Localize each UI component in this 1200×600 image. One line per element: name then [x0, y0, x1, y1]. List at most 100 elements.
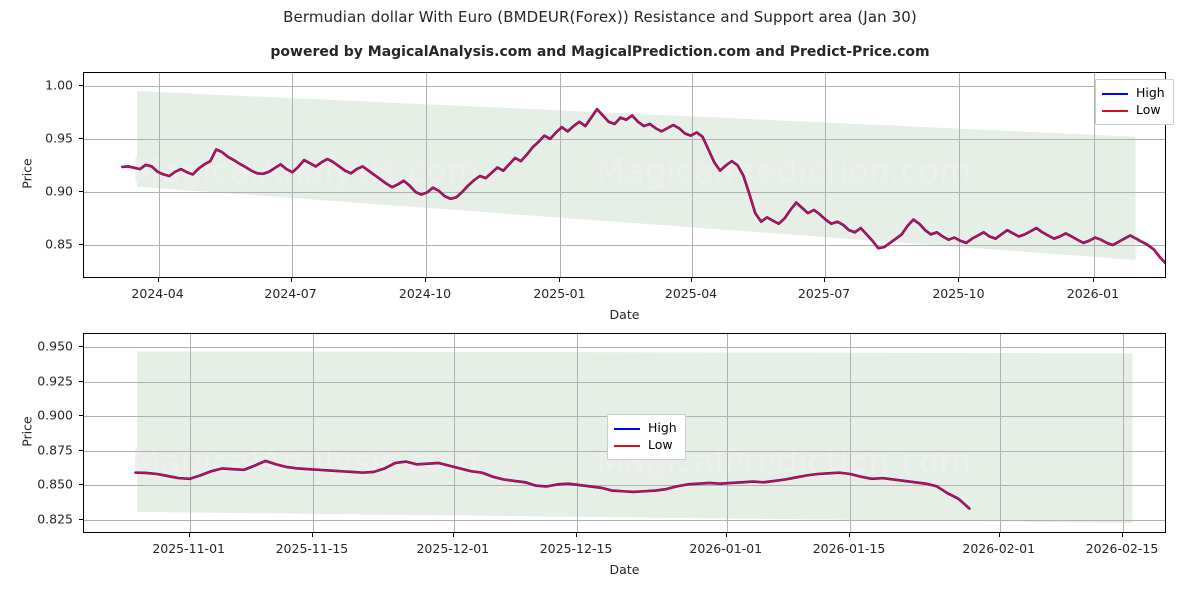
- y-tick-label: 0.850: [37, 476, 73, 492]
- x-tick-label: 2025-04: [664, 286, 718, 301]
- gridline-horizontal: [84, 86, 1165, 87]
- legend-swatch-high: [614, 427, 640, 430]
- x-tick-label: 2024-04: [131, 286, 184, 301]
- x-tick-mark: [311, 533, 313, 537]
- legend-label-high: High: [1136, 85, 1165, 101]
- x-tick-label: 2025-10: [932, 286, 985, 301]
- chart-bottom-legend[interactable]: High Low: [607, 414, 686, 460]
- y-tick-mark: [79, 346, 83, 348]
- x-tick-mark: [1092, 278, 1094, 282]
- x-tick-label: 2025-12-01: [416, 541, 490, 556]
- legend-swatch-low: [1102, 109, 1128, 112]
- x-tick-mark: [691, 278, 692, 282]
- page-title: Bermudian dollar With Euro (BMDEUR(Forex…: [283, 8, 917, 26]
- gridline-vertical: [727, 334, 728, 532]
- gridline-horizontal: [84, 382, 1165, 383]
- gridline-vertical: [190, 334, 191, 532]
- y-tick-mark: [79, 190, 83, 192]
- gridline-horizontal: [84, 192, 1165, 193]
- gridline-horizontal: [84, 347, 1165, 348]
- legend-item-high[interactable]: High: [1102, 85, 1165, 102]
- gridline-vertical: [426, 73, 427, 277]
- x-tick-label: 2024-07: [264, 286, 317, 301]
- legend-item-low[interactable]: Low: [614, 437, 677, 454]
- x-tick-mark: [725, 533, 727, 537]
- y-tick-label: 0.95: [45, 130, 73, 146]
- chart-top-x-axis-title: Date: [609, 307, 640, 322]
- page-subtitle: powered by MagicalAnalysis.com and Magic…: [270, 44, 930, 60]
- gridline-vertical: [577, 334, 578, 532]
- legend-label-low: Low: [1136, 102, 1161, 118]
- y-tick-mark: [79, 415, 83, 417]
- x-tick-label: 2026-02-01: [962, 541, 1036, 556]
- gridline-vertical: [1094, 73, 1095, 277]
- gridline-vertical: [560, 73, 561, 277]
- series-line-high: [121, 107, 1165, 265]
- legend-item-low[interactable]: Low: [1102, 102, 1165, 119]
- support-resistance-band: [137, 91, 1136, 260]
- x-tick-label: 2025-11-01: [152, 541, 225, 556]
- y-tick-mark: [79, 380, 83, 382]
- gridline-horizontal: [84, 139, 1165, 140]
- y-tick-label: 0.875: [37, 442, 73, 458]
- chart-top-legend[interactable]: High Low: [1095, 79, 1174, 125]
- y-tick-label: 0.825: [37, 511, 73, 527]
- y-tick-mark: [79, 484, 83, 486]
- chart-bottom-y-axis-title: Price: [19, 416, 35, 447]
- x-tick-label: 2026-01: [1066, 286, 1120, 301]
- gridline-vertical: [313, 334, 314, 532]
- price-series-group: [134, 459, 971, 510]
- gridline-vertical: [692, 73, 693, 277]
- y-tick-label: 0.950: [37, 338, 73, 354]
- x-tick-mark: [576, 533, 578, 537]
- legend-label-low: Low: [648, 437, 673, 453]
- y-tick-mark: [79, 84, 83, 86]
- gridline-vertical: [959, 73, 960, 277]
- y-tick-mark: [79, 518, 83, 520]
- gridline-vertical: [850, 334, 851, 532]
- y-tick-mark: [79, 137, 83, 139]
- gridline-vertical: [454, 334, 455, 532]
- x-tick-label: 2025-01: [533, 286, 586, 301]
- legend-swatch-low: [614, 444, 640, 447]
- y-tick-mark: [79, 244, 83, 246]
- x-tick-label: 2025-12-15: [539, 541, 613, 556]
- legend-swatch-high: [1102, 92, 1128, 95]
- y-tick-label: 0.900: [37, 407, 73, 423]
- y-tick-label: 0.85: [45, 236, 73, 252]
- x-tick-mark: [425, 278, 426, 282]
- gridline-vertical: [825, 73, 826, 277]
- x-tick-label: 2026-01-15: [812, 541, 886, 556]
- x-tick-mark: [290, 278, 292, 282]
- y-tick-label: 0.925: [37, 373, 73, 389]
- gridline-horizontal: [84, 245, 1165, 246]
- y-tick-label: 0.90: [45, 183, 73, 199]
- legend-item-high[interactable]: High: [614, 420, 677, 437]
- x-tick-mark: [452, 533, 454, 537]
- x-tick-mark: [998, 533, 1000, 537]
- gridline-vertical: [292, 73, 293, 277]
- x-tick-label: 2026-01-01: [689, 541, 763, 556]
- y-tick-label: 1.00: [45, 77, 73, 93]
- x-tick-mark: [559, 278, 561, 282]
- gridline-vertical: [1000, 334, 1001, 532]
- x-tick-label: 2026-02-15: [1085, 541, 1159, 556]
- series-line-low: [121, 108, 1165, 264]
- gridline-horizontal: [84, 520, 1165, 521]
- y-tick-mark: [79, 449, 83, 451]
- price-series-group: [121, 107, 1165, 265]
- chart-top-y-axis-title: Price: [19, 158, 35, 189]
- gridline-vertical: [159, 73, 160, 277]
- x-tick-mark: [188, 533, 190, 537]
- chart-bottom-x-axis-title: Date: [609, 562, 640, 577]
- x-tick-mark: [1121, 533, 1123, 537]
- x-tick-mark: [824, 278, 825, 282]
- x-tick-label: 2024-10: [398, 286, 452, 301]
- x-tick-mark: [958, 278, 960, 282]
- x-tick-mark: [157, 278, 159, 282]
- series-line-low: [134, 459, 971, 510]
- x-tick-label: 2025-11-15: [275, 541, 349, 556]
- gridline-horizontal: [84, 485, 1165, 486]
- chart-top-plot-area: MagicalAnalysis.com MagicalPrediction.com: [83, 72, 1166, 278]
